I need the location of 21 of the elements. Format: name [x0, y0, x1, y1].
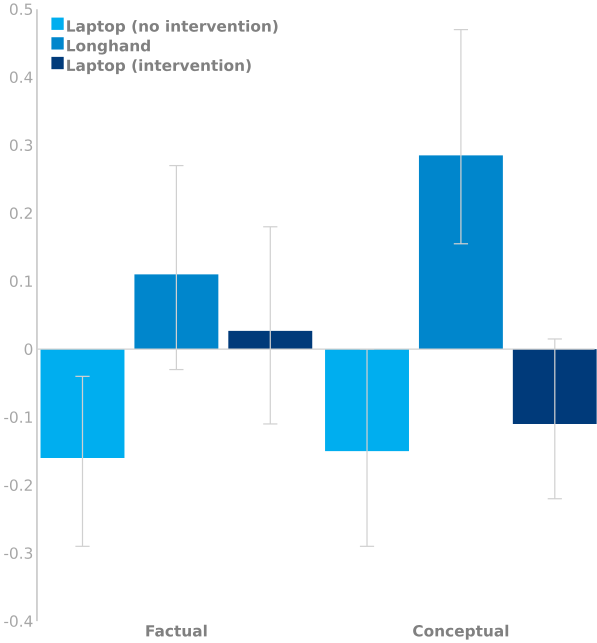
bar	[134, 274, 218, 350]
legend-label: Longhand	[67, 40, 150, 55]
bar	[228, 330, 312, 350]
y-tick-label: -0.1	[4, 411, 32, 423]
bar	[325, 349, 410, 452]
legend-label: Laptop (no intervention)	[67, 20, 278, 35]
y-tick-label: 0.4	[10, 71, 33, 84]
bar	[512, 349, 597, 424]
bar	[40, 349, 125, 458]
legend-label: Laptop (intervention)	[67, 59, 251, 74]
bar	[419, 155, 503, 350]
y-tick-label: -0.2	[4, 479, 32, 491]
y-tick-label: 0.2	[10, 207, 32, 219]
y-tick-label: -0.3	[4, 547, 32, 559]
y-tick-label: 0.1	[10, 275, 32, 287]
x-tick-label: Conceptual	[413, 624, 508, 640]
y-tick-label: 0.3	[10, 139, 32, 152]
y-tick-label: 0	[24, 343, 32, 355]
y-tick-label: -0.4	[4, 615, 33, 627]
y-tick-label: 0.5	[10, 3, 32, 16]
x-tick-label: Factual	[146, 624, 207, 637]
